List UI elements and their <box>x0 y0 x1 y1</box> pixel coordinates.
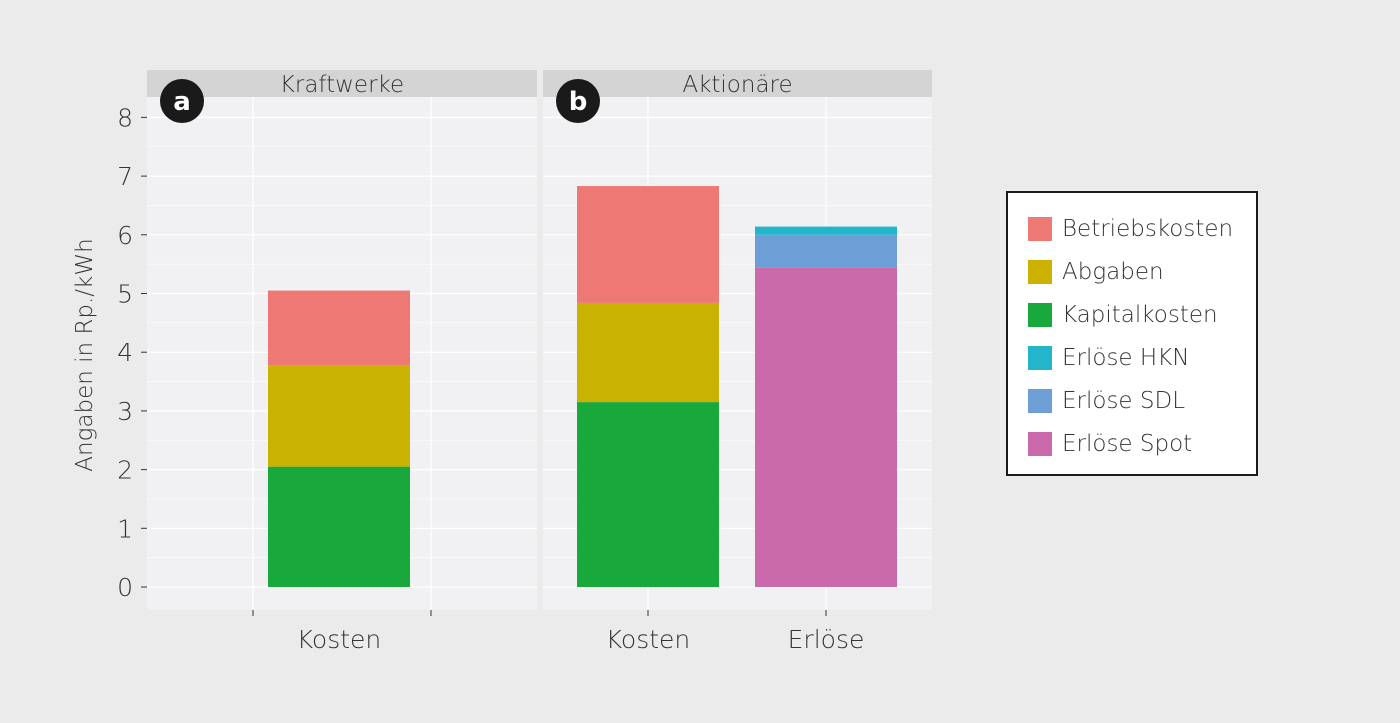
y-tick-label: 3 <box>117 397 133 426</box>
legend-swatch-erloese-spot <box>1028 432 1052 456</box>
legend-swatch-erloese-hkn <box>1028 346 1052 370</box>
legend-item-erloese-hkn: Erlöse HKN <box>1028 345 1189 371</box>
bar-kraftwerke-kosten-kapitalkosten <box>268 466 410 587</box>
legend-label-erloese-hkn: Erlöse HKN <box>1062 345 1190 371</box>
legend-swatch-abgaben <box>1028 260 1052 284</box>
y-tick-label: 5 <box>117 280 133 309</box>
legend-item-kapitalkosten: Kapitalkosten <box>1028 302 1218 328</box>
bar-kraftwerke-kosten-abgaben <box>268 365 410 467</box>
y-tick-label: 6 <box>117 221 133 250</box>
legend-label-erloese-spot: Erlöse Spot <box>1062 431 1193 457</box>
legend-item-erloese-sdl: Erlöse SDL <box>1028 388 1185 414</box>
legend-swatch-betriebskosten <box>1028 217 1052 241</box>
bar-kraftwerke-kosten-betriebskosten <box>268 290 410 366</box>
legend-label-erloese-sdl: Erlöse SDL <box>1062 388 1186 414</box>
x-tick-label-erloese: Erlöse <box>788 625 865 654</box>
y-tick-label: 0 <box>117 573 133 602</box>
legend-item-abgaben: Abgaben <box>1028 259 1164 285</box>
legend-swatch-erloese-sdl <box>1028 389 1052 413</box>
legend-label-kapitalkosten: Kapitalkosten <box>1062 302 1218 328</box>
bar-aktionaere-erloese-erloese-hkn <box>755 226 897 235</box>
y-tick-label: 7 <box>117 162 133 191</box>
panel-badge-a <box>160 79 204 123</box>
y-tick-label: 4 <box>117 338 133 367</box>
y-tick-label: 2 <box>117 456 133 485</box>
x-tick-label-kosten: Kosten <box>297 625 382 654</box>
panel-strip <box>147 70 537 97</box>
panel-title-aktionaere: Aktionäre <box>682 72 792 98</box>
bar-aktionaere-erloese-erloese-spot <box>755 267 897 587</box>
panel-badge-b <box>556 79 600 123</box>
x-tick-label-kosten: Kosten <box>606 625 691 654</box>
legend-swatch-kapitalkosten <box>1028 303 1052 327</box>
y-axis-label: Angaben in Rp./kWh <box>72 238 98 471</box>
y-tick-label: 8 <box>117 103 133 132</box>
legend-item-erloese-spot: Erlöse Spot <box>1028 431 1192 457</box>
legend-item-betriebskosten: Betriebskosten <box>1028 216 1233 242</box>
bar-aktionaere-kosten-abgaben <box>577 302 719 403</box>
panel-title-kraftwerke: Kraftwerke <box>280 72 404 98</box>
bar-aktionaere-kosten-betriebskosten <box>577 186 719 303</box>
panel-strip <box>543 70 932 97</box>
panel-badge-label-b: b <box>569 87 588 117</box>
legend-label-betriebskosten: Betriebskosten <box>1062 216 1234 242</box>
bar-aktionaere-erloese-erloese-sdl <box>755 234 897 268</box>
legend: Betriebskosten Abgaben Kapitalkosten Erl… <box>1006 191 1258 476</box>
y-tick-label: 1 <box>117 514 133 543</box>
panel-badge-label-a: a <box>173 87 191 117</box>
legend-label-abgaben: Abgaben <box>1062 259 1164 285</box>
bar-aktionaere-kosten-kapitalkosten <box>577 402 719 587</box>
